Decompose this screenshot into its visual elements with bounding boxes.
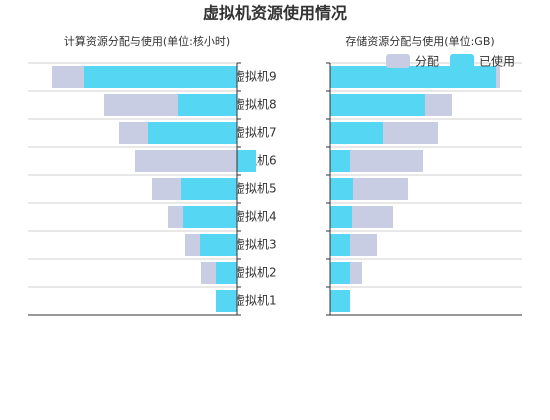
bar <box>330 178 353 200</box>
bar <box>330 94 425 116</box>
bar <box>148 122 237 144</box>
legend-swatch <box>450 54 474 68</box>
bar <box>216 262 237 284</box>
y-tick-label: 虚拟机8 <box>233 98 277 112</box>
y-tick-label: 虚拟机7 <box>233 126 277 140</box>
bar <box>330 206 352 228</box>
legend-label: 已使用 <box>479 54 515 69</box>
y-tick-label: 虚拟机5 <box>233 182 277 196</box>
y-tick-label: 虚拟机4 <box>233 210 277 224</box>
bar <box>237 150 256 172</box>
y-tick-label: 虚拟机3 <box>233 238 277 252</box>
bar <box>330 290 350 312</box>
bar <box>183 206 237 228</box>
bar <box>330 122 383 144</box>
chart-title: 虚拟机资源使用情况 <box>203 4 347 23</box>
bar <box>216 290 237 312</box>
bar <box>135 150 237 172</box>
bar <box>330 150 350 172</box>
y-tick-label: 虚拟机2 <box>233 266 277 280</box>
bar <box>181 178 237 200</box>
bar <box>330 234 350 256</box>
bar <box>200 234 237 256</box>
bar <box>330 262 350 284</box>
panel-title: 计算资源分配与使用(单位:核小时) <box>64 34 230 48</box>
bar <box>84 66 237 88</box>
bar <box>330 66 496 88</box>
y-tick-label: 虚拟机9 <box>233 70 277 84</box>
legend-swatch <box>386 54 410 68</box>
bar <box>178 94 237 116</box>
y-tick-label: 虚拟机1 <box>233 294 277 308</box>
bar <box>330 150 423 172</box>
panel-title: 存储资源分配与使用(单位:GB) <box>345 34 494 48</box>
legend-label: 分配 <box>415 55 439 69</box>
